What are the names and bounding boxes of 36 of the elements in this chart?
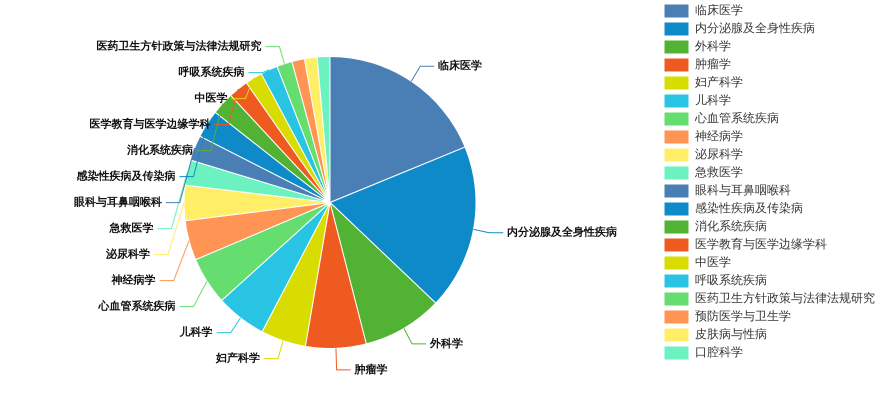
legend-label: 呼吸系统疾病 (695, 273, 767, 288)
slice-label: 泌尿科学 (105, 248, 150, 261)
slice-label: 妇产科学 (215, 352, 260, 365)
legend-label: 内分泌腺及全身性疾病 (695, 21, 815, 36)
slice-label: 眼科与耳鼻咽喉科 (74, 196, 162, 209)
legend-label: 预防医学与卫生学 (695, 309, 791, 324)
legend-label: 医药卫生方针政策与法律法规研究 (695, 291, 875, 306)
legend-label: 急救医学 (694, 165, 743, 180)
slice-label: 医药卫生方针政策与法律法规研究 (96, 40, 262, 53)
slice-label: 神经病学 (110, 274, 156, 287)
legend-label: 临床医学 (695, 3, 743, 18)
slice-label: 内分泌腺及全身性疾病 (507, 226, 618, 239)
slice-label: 急救医学 (108, 222, 154, 235)
legend-label: 泌尿科学 (695, 147, 743, 162)
slice-label: 儿科学 (178, 326, 213, 339)
slice-label: 呼吸系统疾病 (178, 66, 244, 79)
legend-label: 心血管系统疾病 (694, 111, 779, 126)
legend-label: 皮肤病与性病 (695, 327, 767, 342)
slice-label: 外科学 (429, 336, 464, 350)
legend-label: 外科学 (695, 39, 731, 54)
legend-label: 神经病学 (695, 129, 743, 144)
legend-label: 医学教育与医学边缘学科 (695, 237, 827, 252)
legend-label: 眼科与耳鼻咽喉科 (695, 183, 791, 198)
category-label: 消化系统疾病 (126, 144, 193, 157)
slice-label: 心血管系统疾病 (97, 300, 176, 313)
legend-label: 中医学 (695, 255, 731, 270)
legend-label: 口腔科学 (695, 345, 743, 360)
slice-label: 临床医学 (438, 59, 482, 72)
legend-label: 儿科学 (695, 93, 731, 108)
category-label: 中医学 (194, 92, 228, 105)
slice-label: 肿瘤学 (354, 362, 388, 376)
legend-label: 妇产科学 (695, 75, 743, 90)
legend-label: 感染性疾病及传染病 (695, 201, 803, 216)
legend-label: 消化系统疾病 (695, 219, 767, 234)
slice-label: 感染性疾病及传染病 (75, 170, 176, 183)
legend-label: 肿瘤学 (695, 57, 731, 72)
